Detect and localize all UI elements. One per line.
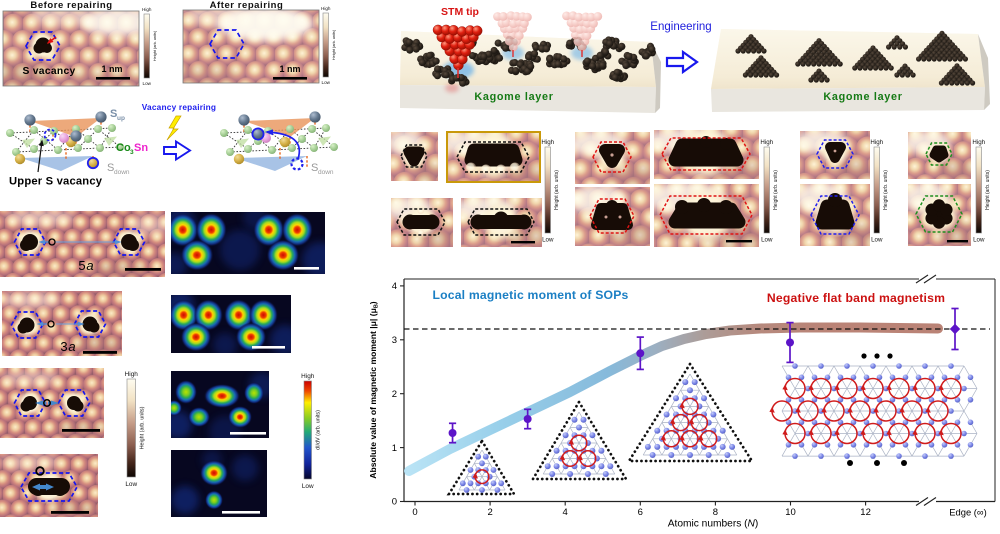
svg-text:Before repairing: Before repairing bbox=[30, 0, 112, 11]
svg-text:2: 2 bbox=[392, 389, 397, 400]
svg-text:Low: Low bbox=[125, 481, 137, 488]
svg-text:Atomic numbers (N): Atomic numbers (N) bbox=[668, 519, 759, 530]
svg-text:High: High bbox=[541, 139, 554, 146]
svg-text:Engineering: Engineering bbox=[650, 21, 711, 33]
svg-text:Height (arb. units): Height (arb. units) bbox=[773, 170, 779, 210]
svg-text:8: 8 bbox=[713, 507, 718, 518]
svg-text:Low: Low bbox=[871, 237, 883, 244]
svg-text:S vacancy: S vacancy bbox=[22, 66, 75, 77]
svg-text:Vacancy repairing: Vacancy repairing bbox=[142, 102, 216, 112]
svg-text:Edge (∞): Edge (∞) bbox=[949, 507, 986, 518]
svg-text:1 nm: 1 nm bbox=[101, 64, 122, 74]
svg-text:High: High bbox=[972, 139, 985, 146]
svg-text:2: 2 bbox=[487, 507, 492, 518]
svg-text:4: 4 bbox=[563, 507, 568, 518]
svg-text:dI/dV (arb. units): dI/dV (arb. units) bbox=[315, 410, 321, 450]
svg-text:4: 4 bbox=[392, 281, 397, 292]
svg-text:up: up bbox=[117, 115, 125, 122]
svg-text:S: S bbox=[107, 162, 114, 174]
svg-text:3: 3 bbox=[392, 335, 397, 346]
svg-text:Low: Low bbox=[761, 237, 773, 244]
svg-text:High: High bbox=[301, 373, 315, 380]
svg-text:Low: Low bbox=[973, 237, 985, 244]
svg-text:Sn: Sn bbox=[134, 142, 148, 154]
svg-text:6: 6 bbox=[638, 507, 643, 518]
svg-text:Kagome layer: Kagome layer bbox=[823, 91, 902, 103]
svg-text:Co: Co bbox=[116, 142, 131, 154]
svg-text:Low: Low bbox=[143, 81, 152, 86]
svg-text:Low: Low bbox=[322, 80, 331, 85]
svg-text:5: 5 bbox=[78, 258, 85, 273]
svg-text:Height (arb. units): Height (arb. units) bbox=[883, 170, 889, 210]
svg-text:S: S bbox=[110, 108, 117, 120]
svg-text:High: High bbox=[142, 7, 152, 12]
svg-text:After repairing: After repairing bbox=[210, 0, 284, 11]
svg-text:Kagome layer: Kagome layer bbox=[474, 91, 553, 103]
svg-text:Height (arb. units): Height (arb. units) bbox=[985, 170, 991, 210]
svg-text:1 nm: 1 nm bbox=[279, 64, 300, 74]
svg-text:Low: Low bbox=[302, 483, 314, 490]
svg-text:Height (arb. units): Height (arb. units) bbox=[554, 170, 560, 210]
svg-text:Low: Low bbox=[542, 237, 554, 244]
svg-text:Local magnetic moment of SOPs: Local magnetic moment of SOPs bbox=[432, 288, 628, 302]
svg-text:down: down bbox=[114, 169, 130, 176]
svg-text:High: High bbox=[125, 371, 139, 378]
svg-text:Height (arb. units): Height (arb. units) bbox=[332, 29, 336, 60]
svg-text:STM tip: STM tip bbox=[441, 6, 479, 18]
svg-text:High: High bbox=[321, 6, 331, 11]
svg-text:down: down bbox=[318, 169, 334, 176]
svg-text:a: a bbox=[86, 258, 93, 273]
svg-text:Upper S vacancy: Upper S vacancy bbox=[9, 176, 103, 188]
svg-text:S: S bbox=[311, 162, 318, 174]
svg-text:Absolute value of magnetic mom: Absolute value of magnetic moment |μ| (μ… bbox=[368, 301, 380, 479]
svg-text:0: 0 bbox=[392, 497, 397, 508]
svg-text:Height (arb. units): Height (arb. units) bbox=[153, 30, 157, 61]
svg-text:3: 3 bbox=[60, 339, 67, 354]
svg-text:12: 12 bbox=[860, 507, 871, 518]
svg-text:10: 10 bbox=[785, 507, 796, 518]
svg-text:High: High bbox=[760, 139, 773, 146]
svg-text:a: a bbox=[68, 339, 75, 354]
svg-text:Height (arb. units): Height (arb. units) bbox=[139, 406, 145, 449]
svg-text:0: 0 bbox=[412, 507, 417, 518]
svg-text:Negative flat band magnetism: Negative flat band magnetism bbox=[767, 291, 945, 305]
svg-text:High: High bbox=[870, 139, 883, 146]
svg-text:1: 1 bbox=[392, 443, 397, 454]
svg-text:3: 3 bbox=[130, 149, 134, 156]
